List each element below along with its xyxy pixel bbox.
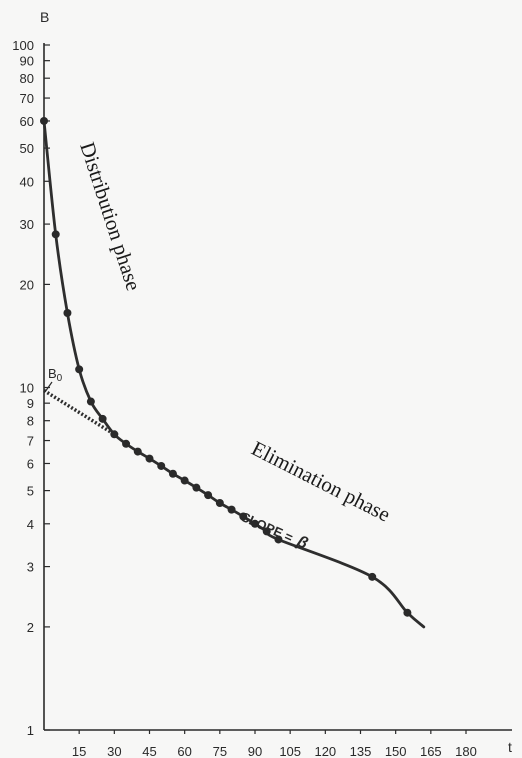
data-point (262, 527, 271, 536)
y-tick-label: 5 (27, 484, 34, 499)
y-tick-label: 6 (27, 456, 34, 471)
x-tick-label: 60 (177, 744, 191, 758)
x-tick-label: 135 (350, 744, 372, 758)
data-point (180, 476, 189, 485)
y-tick-label: 10 (20, 381, 34, 396)
x-tick-label: 75 (213, 744, 227, 758)
data-point (86, 397, 95, 406)
data-point (75, 365, 84, 374)
y-tick-label: 50 (20, 141, 34, 156)
y-tick-label: 7 (27, 434, 34, 449)
b0-main: B (48, 366, 57, 381)
x-tick-label: 105 (279, 744, 301, 758)
data-point (274, 535, 283, 544)
data-point (215, 499, 224, 508)
y-tick-label: 4 (27, 517, 34, 532)
y-tick-label: 100 (12, 38, 34, 53)
data-point (227, 505, 236, 514)
x-tick-label: 150 (385, 744, 407, 758)
data-point (122, 439, 131, 448)
y-tick-label: 70 (20, 91, 34, 106)
y-tick-label: 3 (27, 560, 34, 575)
data-point (51, 230, 60, 239)
extrapolation-line (43, 389, 116, 436)
y-tick-label: 90 (20, 54, 34, 69)
series (40, 116, 426, 629)
slope-label: SLOPE =β (238, 508, 310, 553)
y-tick-label: 20 (20, 277, 34, 292)
x-axis-label: t (508, 739, 512, 755)
x-tick-label: 180 (455, 744, 477, 758)
y-tick-label: 9 (27, 396, 34, 411)
b0-pointer (44, 381, 53, 393)
x-tick-label: 165 (420, 744, 442, 758)
y-tick-label: 60 (20, 114, 34, 129)
y-tick-label: 30 (20, 217, 34, 232)
data-point (145, 454, 154, 463)
y-tick-label: 8 (27, 414, 34, 429)
x-tick-label: 120 (314, 744, 336, 758)
data-point (63, 309, 72, 318)
b0-label: B0 (48, 366, 63, 384)
b0-subscript: 0 (57, 373, 63, 384)
x-tick-label: 90 (248, 744, 262, 758)
data-point (40, 116, 48, 125)
slope-text: SLOPE = (239, 509, 296, 545)
data-point (403, 608, 412, 617)
x-tick-label: 30 (107, 744, 121, 758)
data-point (98, 414, 107, 423)
data-point (239, 512, 248, 521)
data-point (204, 491, 213, 500)
data-point (157, 461, 166, 470)
data-point (110, 430, 119, 439)
data-point (251, 519, 259, 528)
data-point (168, 469, 177, 478)
x-tick-label: 15 (72, 744, 86, 758)
data-point (192, 483, 201, 492)
distribution-phase-label: Distribution phase (75, 139, 146, 293)
y-tick-label: 1 (27, 723, 34, 738)
annotations: Distribution phase Elimination phaseSLOPE… (44, 139, 395, 553)
y-axis-label: B (40, 9, 49, 25)
y-tick-label: 80 (20, 71, 34, 86)
elimination-phase-label: Elimination phase (248, 436, 395, 526)
y-tick-label: 40 (20, 174, 34, 189)
y-tick-label: 2 (27, 620, 34, 635)
data-point (133, 447, 142, 456)
axes: Bt (40, 9, 512, 755)
data-point (368, 572, 377, 581)
x-tick-label: 45 (142, 744, 156, 758)
